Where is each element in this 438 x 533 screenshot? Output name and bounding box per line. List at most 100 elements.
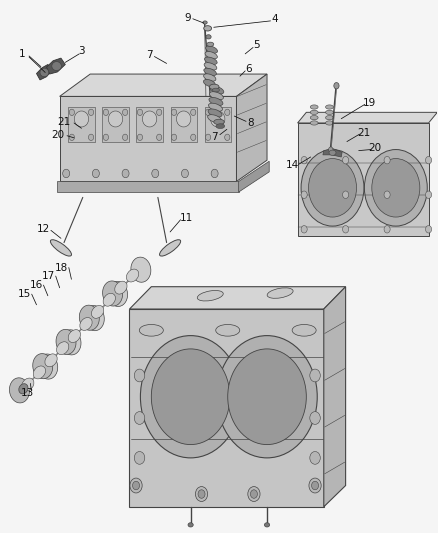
Polygon shape — [323, 149, 342, 157]
Circle shape — [217, 336, 317, 458]
Polygon shape — [205, 107, 231, 142]
Circle shape — [191, 134, 196, 141]
Ellipse shape — [80, 318, 92, 330]
Ellipse shape — [139, 325, 163, 336]
Text: 9: 9 — [184, 13, 191, 23]
Ellipse shape — [159, 240, 180, 256]
Circle shape — [308, 159, 357, 217]
Circle shape — [103, 134, 109, 141]
Circle shape — [134, 451, 145, 464]
Ellipse shape — [21, 378, 34, 391]
Circle shape — [205, 109, 211, 116]
Text: 12: 12 — [37, 224, 50, 235]
Ellipse shape — [40, 68, 49, 77]
Circle shape — [152, 169, 159, 177]
Ellipse shape — [216, 325, 240, 336]
Polygon shape — [324, 287, 346, 507]
Text: 4: 4 — [272, 14, 278, 25]
Ellipse shape — [310, 121, 318, 125]
Ellipse shape — [108, 281, 127, 306]
Ellipse shape — [102, 281, 123, 306]
Circle shape — [134, 369, 145, 382]
Ellipse shape — [131, 257, 151, 282]
Polygon shape — [60, 74, 267, 96]
Ellipse shape — [10, 378, 29, 403]
Circle shape — [156, 109, 162, 116]
Circle shape — [151, 349, 230, 445]
Circle shape — [205, 134, 211, 141]
Text: 20: 20 — [51, 130, 64, 140]
Ellipse shape — [212, 88, 219, 92]
Circle shape — [426, 225, 431, 233]
Circle shape — [301, 150, 364, 226]
Ellipse shape — [204, 79, 215, 87]
Ellipse shape — [267, 288, 293, 298]
Circle shape — [181, 169, 188, 177]
Circle shape — [248, 487, 260, 502]
Text: 5: 5 — [253, 41, 259, 50]
Circle shape — [141, 336, 241, 458]
Circle shape — [384, 191, 390, 198]
Ellipse shape — [79, 305, 99, 330]
Polygon shape — [130, 287, 346, 309]
Text: 11: 11 — [180, 213, 193, 223]
Polygon shape — [60, 96, 237, 181]
Ellipse shape — [216, 124, 225, 128]
Ellipse shape — [57, 342, 69, 354]
Text: 17: 17 — [42, 271, 55, 281]
Text: 18: 18 — [55, 263, 68, 272]
Ellipse shape — [325, 110, 333, 115]
Ellipse shape — [329, 150, 336, 156]
Text: 21: 21 — [357, 127, 371, 138]
Circle shape — [310, 369, 320, 382]
Circle shape — [225, 109, 230, 116]
Ellipse shape — [52, 62, 61, 70]
Ellipse shape — [205, 46, 218, 53]
Ellipse shape — [61, 330, 81, 355]
Ellipse shape — [211, 111, 225, 127]
Text: 14: 14 — [286, 160, 299, 171]
Circle shape — [134, 411, 145, 424]
Ellipse shape — [204, 68, 216, 76]
Ellipse shape — [310, 116, 318, 120]
Polygon shape — [68, 107, 95, 142]
Circle shape — [225, 134, 230, 141]
Ellipse shape — [33, 366, 46, 379]
Circle shape — [92, 169, 99, 177]
Ellipse shape — [310, 105, 318, 109]
Circle shape — [122, 169, 129, 177]
Circle shape — [301, 225, 307, 233]
Circle shape — [69, 109, 74, 116]
Ellipse shape — [310, 110, 318, 115]
Polygon shape — [36, 64, 52, 80]
Circle shape — [426, 157, 431, 164]
Text: 3: 3 — [78, 46, 85, 55]
Ellipse shape — [203, 21, 207, 24]
Polygon shape — [237, 74, 267, 181]
Circle shape — [343, 157, 349, 164]
Ellipse shape — [103, 293, 116, 306]
Ellipse shape — [208, 115, 222, 123]
Circle shape — [211, 169, 218, 177]
Ellipse shape — [325, 121, 333, 125]
Circle shape — [310, 451, 320, 464]
Ellipse shape — [210, 86, 224, 94]
Circle shape — [301, 157, 307, 164]
Polygon shape — [57, 181, 239, 192]
Circle shape — [343, 191, 349, 198]
Circle shape — [334, 83, 339, 89]
Circle shape — [384, 157, 390, 164]
Ellipse shape — [209, 98, 223, 106]
Circle shape — [138, 109, 143, 116]
Circle shape — [69, 134, 74, 141]
Ellipse shape — [142, 111, 157, 127]
Polygon shape — [46, 58, 65, 74]
Circle shape — [103, 109, 109, 116]
Polygon shape — [170, 107, 197, 142]
Text: 7: 7 — [146, 50, 152, 60]
Circle shape — [171, 109, 177, 116]
Circle shape — [171, 134, 177, 141]
Circle shape — [88, 109, 94, 116]
Circle shape — [228, 349, 306, 445]
Ellipse shape — [208, 103, 223, 111]
